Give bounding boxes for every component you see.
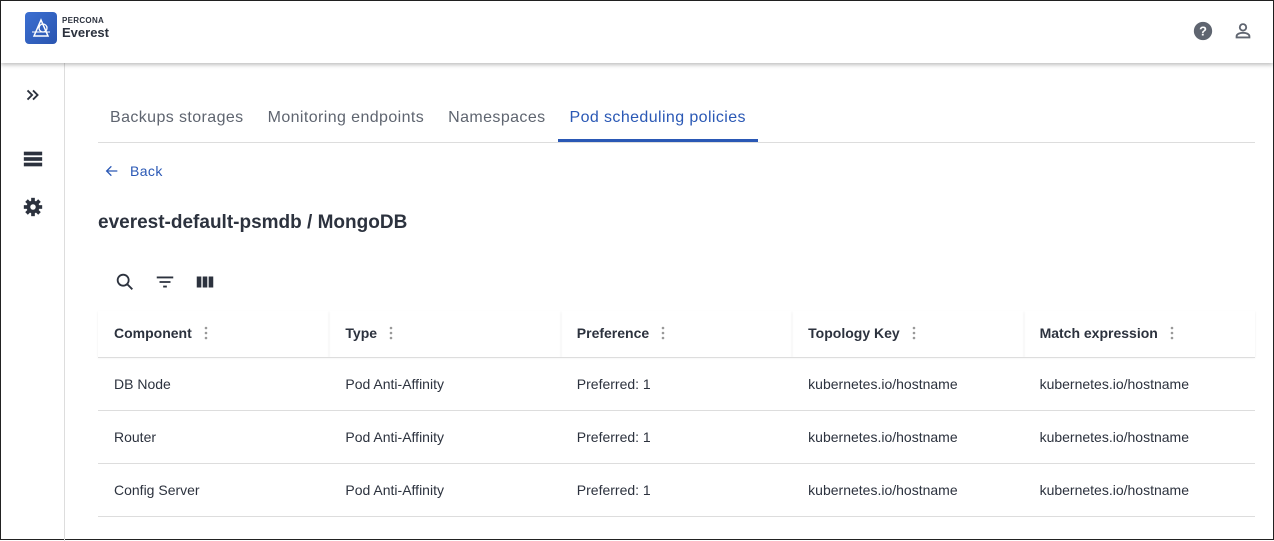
column-header[interactable]: Topology Key xyxy=(792,311,1024,358)
search-icon[interactable] xyxy=(114,271,136,293)
column-label: Component xyxy=(114,324,192,341)
column-header[interactable]: Preference xyxy=(560,311,793,358)
svg-text:?: ? xyxy=(1199,24,1207,39)
table-cell: kubernetes.io/hostname xyxy=(792,357,1024,411)
filter-icon[interactable] xyxy=(154,271,176,293)
column-menu-icon[interactable] xyxy=(912,326,916,343)
back-label: Back xyxy=(130,163,163,179)
table-cell: Pod Anti-Affinity xyxy=(329,463,561,517)
settings-icon[interactable] xyxy=(22,196,44,218)
percona-logo[interactable] xyxy=(25,12,57,44)
tab-backup-storages[interactable]: Backups storages xyxy=(110,109,244,126)
app-header: PERCONA Everest ? xyxy=(1,1,1273,63)
tab-monitoring-endpoints[interactable]: Monitoring endpoints xyxy=(267,109,425,126)
table-body: DB Node Pod Anti-Affinity Preferred: 1 kube… xyxy=(98,357,1255,517)
page-title: everest-default-psmdb / MongoDB xyxy=(98,212,408,233)
table-cell: Preferred: 1 xyxy=(560,463,793,517)
pod-scheduling-table: Component Type Preference Topology Key Match… xyxy=(98,311,1255,517)
column-header[interactable]: Component xyxy=(98,311,330,358)
table-row[interactable]: Router Pod Anti-Affinity Preferred: 1 kuber… xyxy=(98,410,1255,464)
table-cell: kubernetes.io/hostname xyxy=(792,410,1024,464)
columns-icon[interactable] xyxy=(194,271,216,293)
sidebar xyxy=(1,63,65,541)
table-row[interactable]: DB Node Pod Anti-Affinity Preferred: 1 kube… xyxy=(98,357,1255,411)
brand-name: PERCONA Everest xyxy=(62,16,109,40)
table-cell: Pod Anti-Affinity xyxy=(329,410,561,464)
table-cell: DB Node xyxy=(98,357,330,411)
table-cell: Preferred: 1 xyxy=(560,410,793,464)
arrow-left-icon xyxy=(105,165,118,177)
column-label: Type xyxy=(345,324,378,341)
table-row[interactable]: Config Server Pod Anti-Affinity Preferred:… xyxy=(98,463,1255,517)
column-header[interactable]: Match expression xyxy=(1023,311,1255,358)
table-cell: Pod Anti-Affinity xyxy=(329,357,561,411)
back-button[interactable]: Back xyxy=(104,163,163,179)
tab-pod-scheduling-policies[interactable]: Pod scheduling policies xyxy=(557,99,758,142)
column-label: Topology Key xyxy=(808,324,900,341)
help-icon[interactable]: ? xyxy=(1192,20,1214,42)
column-menu-icon[interactable] xyxy=(661,326,665,343)
account-icon[interactable] xyxy=(1232,20,1254,42)
table-header-row: Component Type Preference Topology Key Match… xyxy=(98,311,1255,358)
column-menu-icon[interactable] xyxy=(389,326,393,343)
column-label: Match expression xyxy=(1039,324,1158,341)
column-header[interactable]: Type xyxy=(329,311,561,358)
column-menu-icon[interactable] xyxy=(1170,326,1174,343)
expand-icon[interactable] xyxy=(22,84,44,106)
column-label: Preference xyxy=(576,324,650,341)
table-cell: kubernetes.io/hostname xyxy=(1023,410,1255,464)
table-cell: Config Server xyxy=(98,463,330,517)
tab-namespaces[interactable]: Namespaces xyxy=(448,109,546,126)
table-toolbar xyxy=(114,271,216,293)
databases-icon[interactable] xyxy=(22,148,44,170)
table-cell: kubernetes.io/hostname xyxy=(1023,357,1255,411)
brand-bottom: Everest xyxy=(62,25,109,40)
table-cell: Router xyxy=(98,410,330,464)
brand-top: PERCONA xyxy=(62,16,105,25)
table-cell: kubernetes.io/hostname xyxy=(792,463,1024,517)
column-menu-icon[interactable] xyxy=(204,326,208,343)
table-cell: kubernetes.io/hostname xyxy=(1023,463,1255,517)
settings-tabs: Backups storages Monitoring endpoints Na… xyxy=(98,99,1255,143)
table-cell: Preferred: 1 xyxy=(560,357,793,411)
